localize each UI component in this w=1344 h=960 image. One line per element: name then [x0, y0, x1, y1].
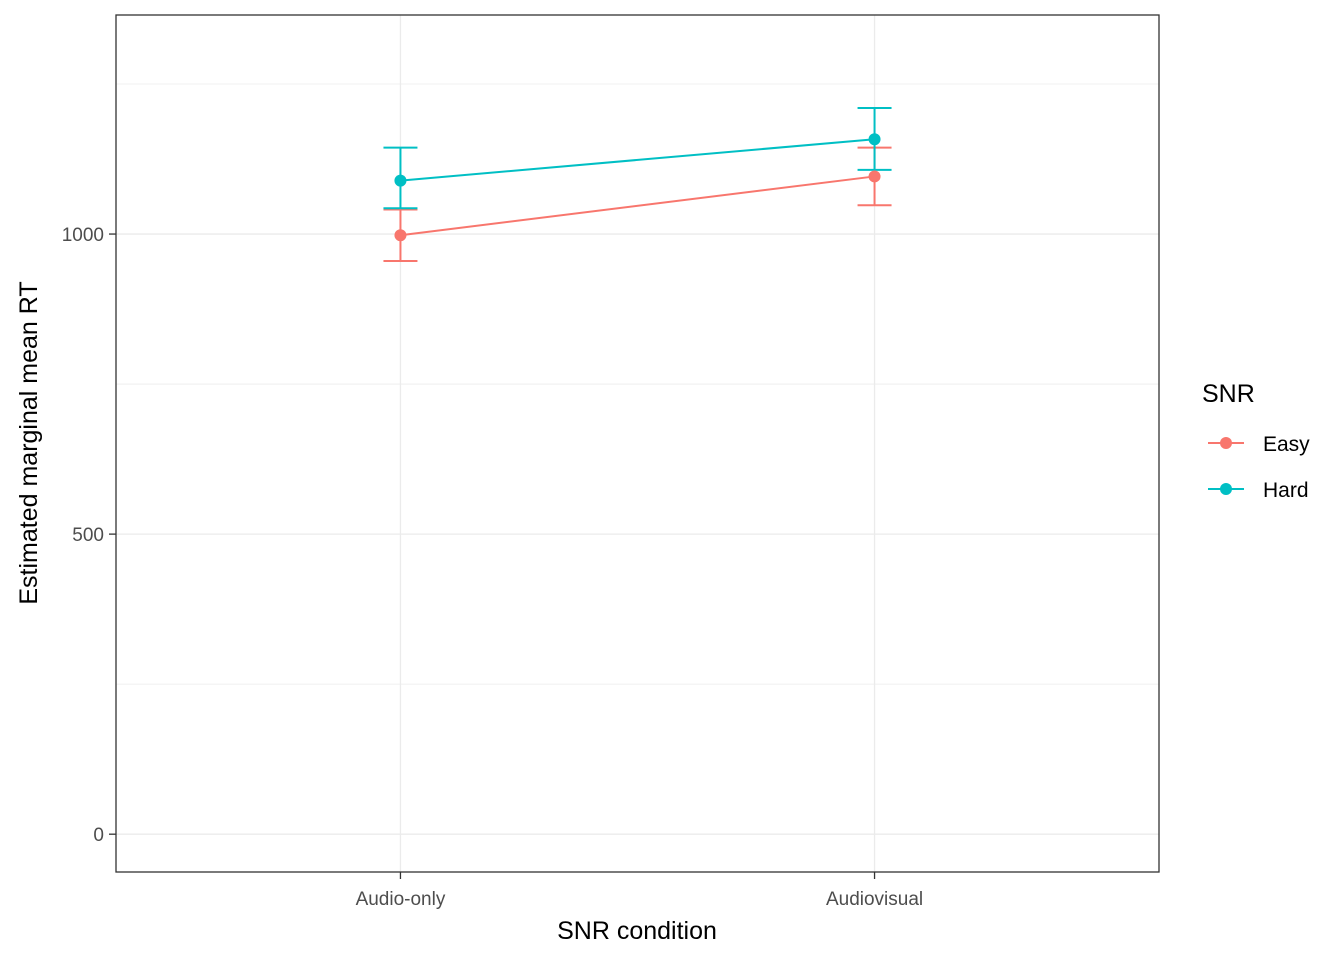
legend-title: SNR — [1202, 380, 1255, 408]
series-lines — [400, 138, 875, 237]
x-tick-label: Audio-only — [356, 889, 446, 910]
panel-border — [115, 14, 1160, 873]
legend: SNR Easy Hard — [1202, 380, 1310, 502]
y-tick-label: 500 — [72, 525, 104, 546]
data-point-easy — [868, 170, 881, 183]
legend-key-point — [1220, 483, 1232, 495]
legend-item-easy: Easy — [1208, 433, 1310, 456]
axes: 0 500 1000 Audio-only Audiovisual — [62, 225, 923, 910]
data-point-hard — [394, 174, 407, 187]
legend-item-hard: Hard — [1208, 479, 1309, 502]
x-tick-label: Audiovisual — [826, 889, 923, 910]
y-tick-label: 1000 — [62, 225, 104, 246]
series-line-easy — [400, 175, 875, 237]
series-line-hard — [400, 138, 875, 182]
data-points — [394, 133, 881, 242]
y-axis-title: Estimated marginal mean RT — [15, 281, 43, 604]
legend-key-point — [1220, 437, 1232, 449]
legend-label: Easy — [1263, 433, 1310, 456]
data-point-hard — [868, 133, 881, 146]
y-tick-label: 0 — [93, 825, 104, 846]
panel-background — [116, 15, 1159, 872]
x-axis-title: SNR condition — [557, 917, 717, 945]
data-point-easy — [394, 229, 407, 242]
legend-label: Hard — [1263, 479, 1309, 502]
